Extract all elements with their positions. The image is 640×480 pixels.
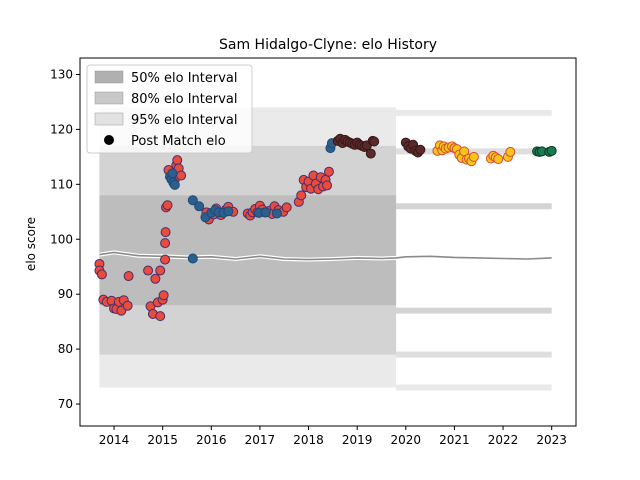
data-point-s0-11: [122, 300, 133, 311]
data-point-s0-18: [155, 311, 166, 322]
y-tick-label-120: 120: [50, 122, 73, 136]
legend-marker-3: [104, 135, 114, 145]
axes: 2014 2015 2016 2017 2018 2019 2020 2021 2022 2023…: [50, 57, 577, 447]
x-tick-label-2015: 2015: [147, 433, 178, 447]
data-point-s0-23: [160, 238, 171, 249]
data-point-s1-16: [271, 208, 282, 219]
x-tick-label-2020: 2020: [391, 433, 422, 447]
chart-title: Sam Hidalgo-Clyne: elo History: [219, 37, 437, 53]
post-match-points: [94, 133, 557, 322]
x-tick-label-2019: 2019: [342, 433, 373, 447]
y-tick-label-110: 110: [50, 177, 73, 191]
data-point-s3-21: [505, 146, 516, 157]
x-tick-label-2016: 2016: [196, 433, 227, 447]
data-point-s0-68: [323, 166, 334, 177]
legend-label-2: 95% elo Interval: [131, 113, 238, 128]
y-axis-label: elo score: [24, 217, 38, 271]
y-tick-label-90: 90: [58, 287, 73, 301]
x-tick-label-2014: 2014: [99, 433, 130, 447]
data-point-s2-13: [365, 148, 376, 159]
data-point-s1-13: [223, 206, 234, 217]
data-point-s0-67: [322, 180, 333, 191]
data-point-s0-22: [160, 254, 171, 265]
data-point-s0-24: [160, 227, 171, 238]
plot-frame: [79, 57, 577, 427]
data-point-s1-7: [194, 201, 205, 212]
median-line-layer: [99, 250, 552, 262]
data-point-s0-32: [176, 170, 187, 181]
data-point-s0-13: [143, 265, 154, 276]
median-line: [99, 251, 552, 261]
data-point-s1-4: [169, 179, 180, 190]
data-point-s0-26: [162, 200, 173, 211]
data-point-s0-56: [296, 190, 307, 201]
y-tick-label-130: 130: [50, 67, 73, 81]
data-point-s0-21: [158, 290, 169, 301]
data-point-s0-2: [96, 269, 107, 280]
x-tick-label-2018: 2018: [293, 433, 324, 447]
data-point-s3-19: [493, 154, 504, 165]
y-tick-label-80: 80: [58, 342, 73, 356]
y-tick-label-100: 100: [50, 232, 73, 246]
data-point-s1-15: [260, 207, 271, 218]
legend-swatch-0: [94, 70, 124, 84]
data-point-s0-16: [150, 273, 161, 284]
x-tick-label-2021: 2021: [439, 433, 470, 447]
data-point-s1-2: [167, 168, 178, 179]
legend-swatch-1: [94, 91, 124, 105]
y-tick-label-70: 70: [58, 397, 73, 411]
data-point-s3-15: [468, 151, 479, 162]
x-tick-label-2022: 2022: [488, 433, 519, 447]
x-tick-label-2023: 2023: [536, 433, 567, 447]
legend: 50% elo Interval 80% elo Interval 95% elo …: [86, 64, 253, 154]
data-point-s2-22: [415, 144, 426, 155]
legend-label-3: Post Match elo: [131, 134, 226, 149]
data-point-s0-30: [172, 155, 183, 166]
legend-swatch-2: [94, 112, 124, 126]
data-point-s1-5: [187, 195, 198, 206]
data-point-s0-12: [123, 271, 134, 282]
legend-label-0: 50% elo Interval: [131, 71, 238, 86]
data-point-s0-19: [155, 265, 166, 276]
data-point-s4-4: [546, 145, 557, 156]
legend-label-1: 80% elo Interval: [131, 92, 238, 107]
data-point-s0-54: [281, 202, 292, 213]
data-point-s1-6: [187, 253, 198, 264]
legend-box: [86, 64, 253, 154]
data-point-s2-15: [369, 136, 380, 147]
x-tick-label-2017: 2017: [245, 433, 276, 447]
